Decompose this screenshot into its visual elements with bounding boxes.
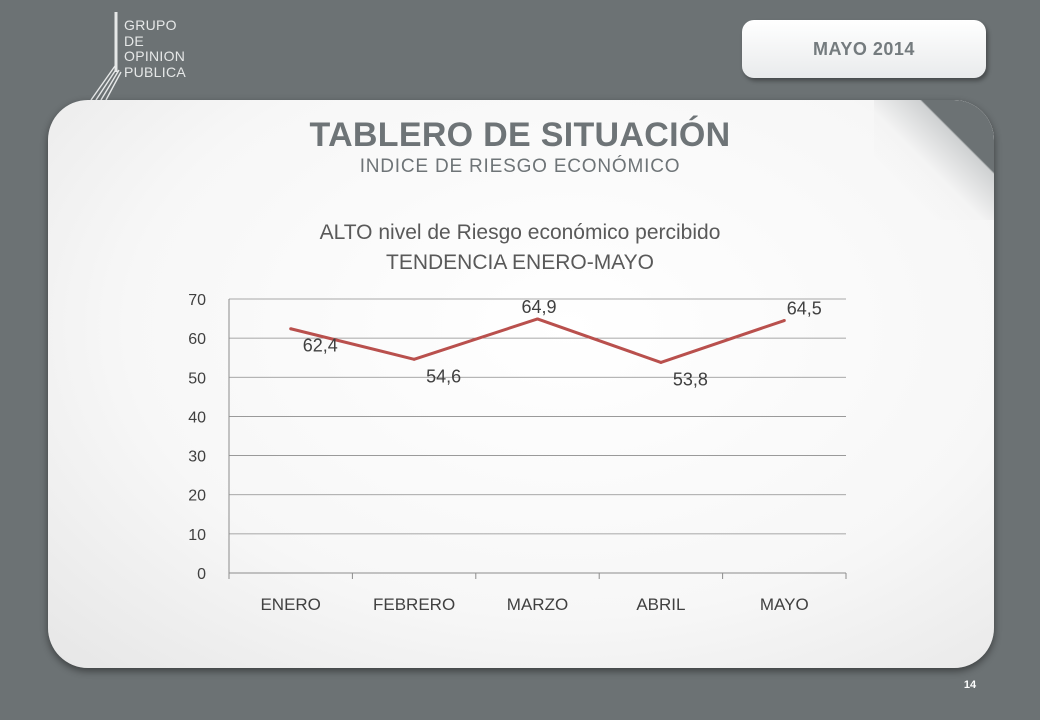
logo-line: OPINION — [124, 48, 186, 64]
chart-title: ALTO nivel de Riesgo económico percibido — [319, 221, 721, 244]
logo-line: DE — [124, 32, 145, 49]
grupo-de-opinion-publica-logo: GRUPO DE OPINION PUBLICA — [88, 10, 218, 100]
logo-line: PUBLICA — [124, 63, 187, 80]
logo-mark-icon — [90, 12, 122, 100]
logo-line: GRUPO — [124, 17, 177, 33]
y-tick-label: 10 — [188, 527, 206, 544]
page-subtitle: INDICE DE RIESGO ECONÓMICO — [359, 156, 681, 177]
x-tick-label: MARZO — [507, 595, 568, 614]
page-number: 14 — [963, 679, 977, 691]
logo-text: GRUPO DE OPINION PUBLICA — [124, 17, 187, 80]
chart-subtitle: TENDENCIA ENERO-MAYO — [386, 251, 654, 274]
date-badge: MAYO 2014 — [742, 20, 986, 78]
series-line — [290, 317, 785, 364]
data-label: 64,9 — [522, 297, 557, 317]
y-tick-label: 70 — [188, 292, 206, 309]
y-tick-label: 20 — [188, 488, 206, 505]
data-label: 64,5 — [787, 299, 822, 319]
axes: 0 10 20 30 40 50 60 70 ENERO FEBRERO MARZO ABRIL MAY… — [188, 292, 847, 614]
y-tick-label: 30 — [188, 449, 206, 466]
gridlines — [229, 298, 846, 535]
chart-title-block: ALTO nivel de Riesgo económico percibido… — [0, 218, 1040, 278]
data-label: 62,4 — [303, 336, 338, 356]
y-tick-label: 0 — [197, 566, 206, 583]
data-label: 54,6 — [426, 366, 461, 386]
y-tick-label: 60 — [188, 331, 206, 348]
data-label: 53,8 — [673, 369, 708, 389]
data-point — [536, 317, 539, 321]
page-curl — [874, 100, 994, 220]
series-layer — [289, 317, 786, 364]
y-tick-label: 40 — [188, 409, 206, 426]
x-tick-label: ENERO — [260, 595, 320, 614]
data-point — [782, 319, 786, 323]
data-point — [412, 357, 416, 361]
data-point — [659, 360, 663, 364]
x-tick-label: MAYO — [760, 595, 809, 614]
page-title: TABLERO DE SITUACIÓN — [309, 116, 731, 154]
y-tick-label: 50 — [188, 370, 206, 387]
labels: 62,4 54,6 64,9 53,8 64,5 — [303, 297, 822, 389]
x-tick-label: ABRIL — [636, 595, 685, 614]
x-tick-label: FEBRERO — [373, 595, 455, 614]
data-point — [289, 327, 293, 331]
